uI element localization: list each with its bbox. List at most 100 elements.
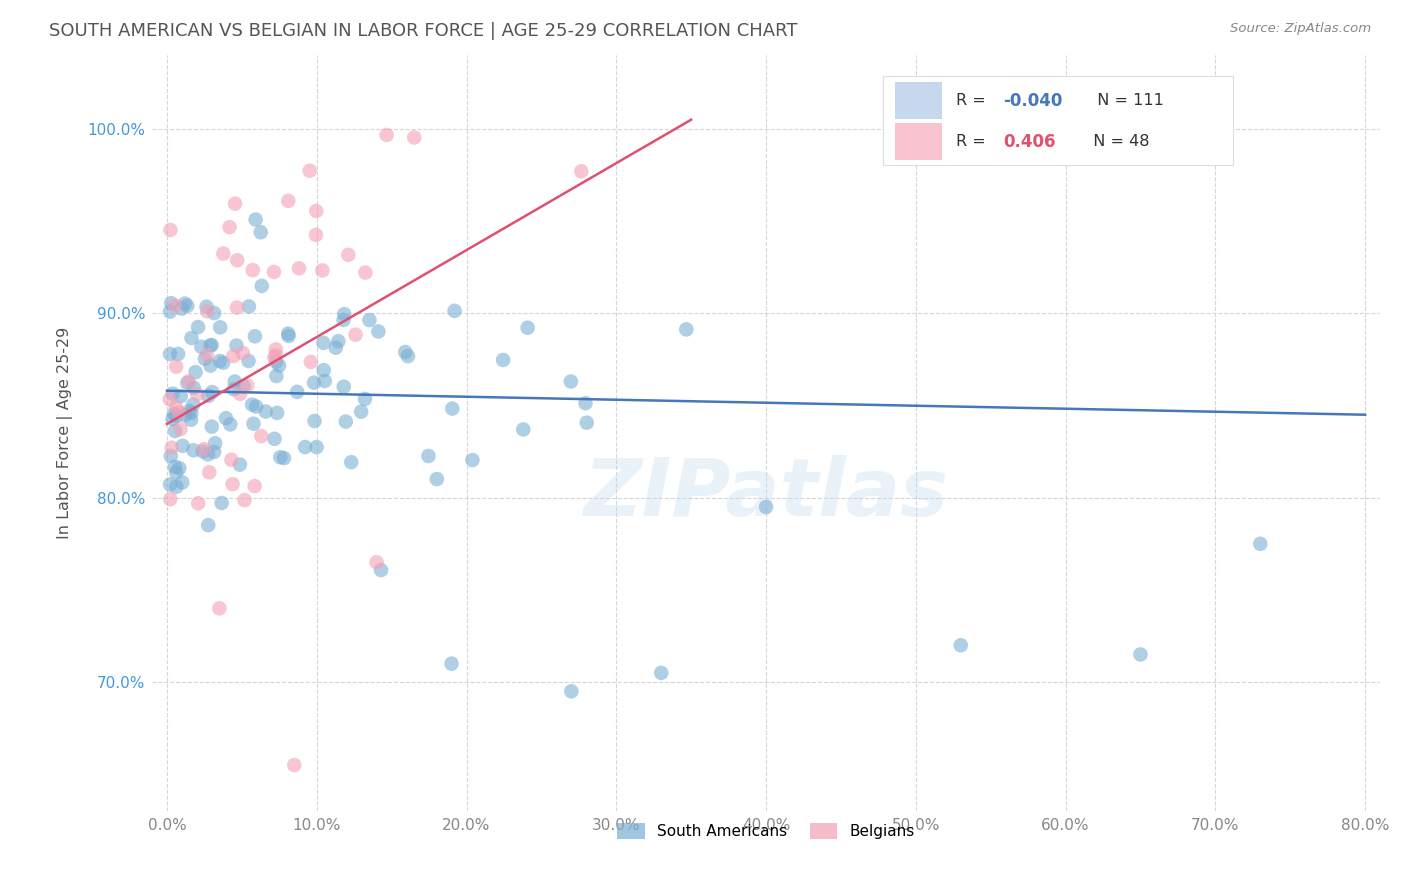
Point [755, 500, 778, 514]
Point [333, 307, 356, 321]
Point [181, 398, 204, 412]
Point [219, 417, 242, 432]
Point [200, 359, 222, 373]
Point [314, 374, 336, 388]
Point [277, 326, 299, 341]
Point [197, 447, 219, 461]
Point [335, 415, 357, 429]
Point [169, 422, 191, 436]
Point [184, 365, 207, 379]
Point [305, 204, 328, 219]
Point [163, 459, 186, 474]
Point [238, 354, 260, 368]
Point [222, 382, 245, 396]
Point [159, 477, 181, 491]
Point [370, 563, 392, 577]
Point [160, 296, 183, 310]
Point [208, 601, 231, 615]
Point [200, 338, 222, 352]
Point [243, 479, 266, 493]
Point [167, 405, 190, 419]
Point [201, 385, 224, 400]
Point [375, 128, 398, 142]
Point [404, 130, 426, 145]
Point [302, 376, 325, 390]
Point [225, 338, 247, 352]
Point [233, 493, 256, 508]
Point [162, 412, 184, 426]
Point [269, 450, 291, 465]
Point [177, 375, 200, 389]
Point [176, 299, 198, 313]
Point [312, 335, 335, 350]
Point [159, 492, 181, 507]
Point [298, 163, 321, 178]
Point [229, 458, 252, 472]
Point [344, 327, 367, 342]
Point [229, 387, 252, 401]
Point [172, 439, 194, 453]
Point [250, 429, 273, 443]
Point [212, 246, 235, 260]
Point [304, 414, 326, 428]
Point [311, 263, 333, 277]
Point [163, 407, 186, 421]
Point [208, 354, 231, 368]
Point [202, 306, 225, 320]
Point [165, 401, 187, 415]
Point [492, 353, 515, 368]
Point [226, 253, 249, 268]
Point [288, 261, 311, 276]
Point [159, 392, 181, 407]
Text: R =: R = [956, 134, 991, 149]
Point [232, 346, 254, 360]
Point [325, 341, 347, 355]
Point [198, 466, 221, 480]
Point [187, 496, 209, 510]
Text: SOUTH AMERICAN VS BELGIAN IN LABOR FORCE | AGE 25-29 CORRELATION CHART: SOUTH AMERICAN VS BELGIAN IN LABOR FORCE… [49, 22, 797, 40]
Point [443, 303, 465, 318]
Point [277, 194, 299, 208]
Point [254, 404, 277, 418]
Point [264, 355, 287, 369]
Point [440, 657, 463, 671]
Point [180, 413, 202, 427]
Point [650, 665, 672, 680]
Point [212, 356, 235, 370]
Point [201, 419, 224, 434]
Point [204, 436, 226, 450]
Point [263, 432, 285, 446]
Text: -0.040: -0.040 [1002, 92, 1063, 110]
Point [350, 405, 373, 419]
Point [172, 475, 194, 490]
Point [165, 466, 187, 480]
Bar [896, 82, 942, 119]
Point [299, 355, 322, 369]
Point [266, 406, 288, 420]
Point [165, 424, 187, 438]
Point [242, 263, 264, 277]
Point [165, 480, 187, 494]
Point [159, 304, 181, 318]
Point [1249, 537, 1271, 551]
Point [170, 301, 193, 316]
Point [675, 322, 697, 336]
Point [190, 340, 212, 354]
Point [273, 451, 295, 466]
Point [159, 449, 181, 463]
Point [245, 212, 267, 227]
Point [264, 348, 287, 362]
Point [426, 472, 449, 486]
Point [359, 313, 381, 327]
Point [165, 359, 187, 374]
Point [250, 279, 273, 293]
Point [249, 225, 271, 239]
Point [263, 265, 285, 279]
Point [245, 400, 267, 414]
Point [575, 416, 598, 430]
Text: ZIPatlas: ZIPatlas [583, 455, 949, 533]
Point [225, 301, 247, 315]
Point [516, 320, 538, 334]
Point [263, 351, 285, 365]
Point [283, 758, 305, 772]
